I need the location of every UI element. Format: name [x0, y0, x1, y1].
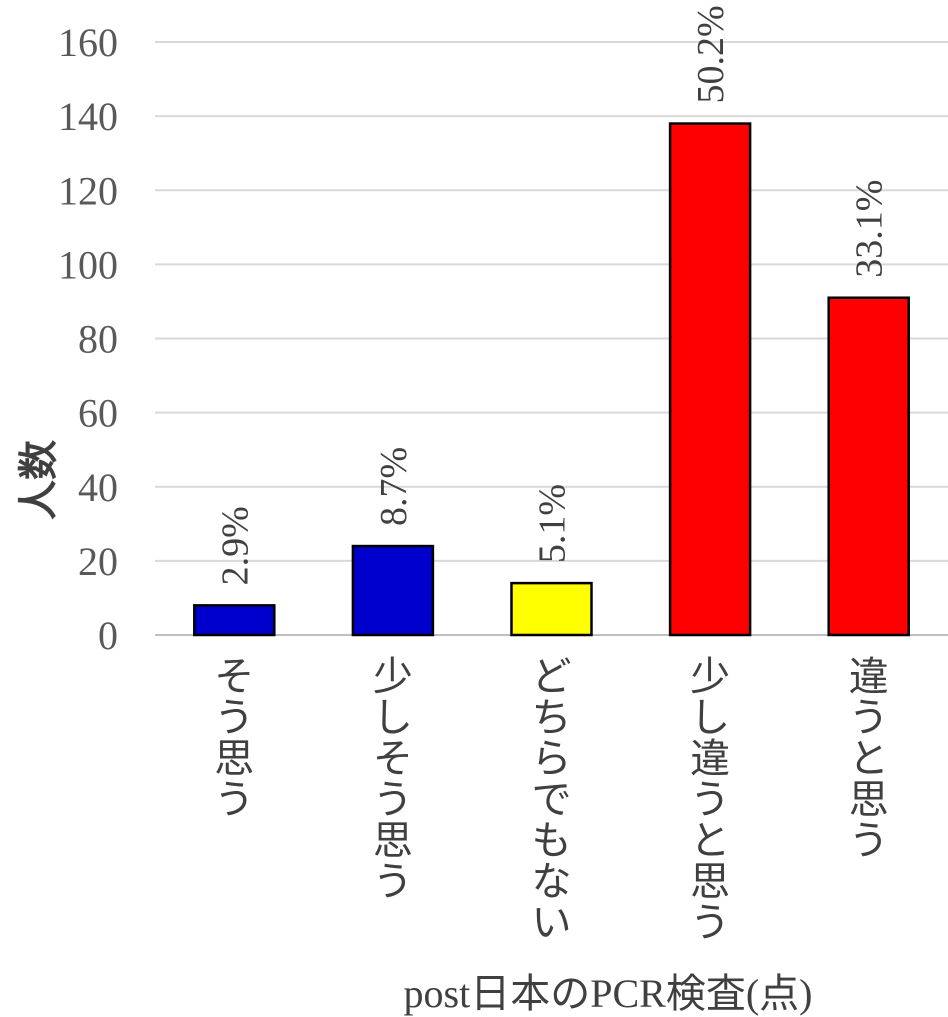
bar — [510, 581, 593, 637]
data-label: 2.9% — [214, 506, 256, 585]
bar — [827, 296, 910, 637]
data-label: 33.1% — [849, 180, 891, 278]
data-label: 8.7% — [373, 447, 415, 526]
y-tick-label: 20 — [78, 539, 118, 584]
y-axis-title: 人数 — [16, 440, 62, 520]
bar — [668, 122, 752, 637]
y-tick-label: 140 — [58, 94, 118, 139]
category-label: どちらでもない — [532, 654, 572, 946]
y-axis-ticks: 0 20 40 60 80 100 120 140 160 — [58, 20, 118, 658]
y-tick-label: 100 — [58, 242, 118, 287]
category-labels: そう思う 少しそう思う どちらでもない 少し違うと思う 違うと思う — [214, 654, 888, 946]
gridlines — [155, 41, 948, 636]
y-tick-label: 40 — [78, 465, 118, 510]
y-tick-label: 160 — [58, 20, 118, 65]
category-label: 少し違うと思う — [690, 654, 730, 946]
data-label: 5.1% — [532, 484, 574, 563]
y-tick-label: 120 — [58, 168, 118, 213]
category-label: そう思う — [214, 654, 254, 823]
data-labels: 2.9% 8.7% 5.1% 50.2% 33.1% — [214, 5, 890, 585]
category-label: 少しそう思う — [373, 654, 413, 905]
bars — [193, 122, 910, 637]
y-tick-label: 0 — [98, 613, 118, 658]
bar — [193, 604, 276, 637]
y-tick-label: 60 — [78, 391, 118, 436]
bar — [351, 544, 435, 637]
y-tick-label: 80 — [78, 317, 118, 362]
x-axis-title: post日本のPCR検査(点) — [404, 971, 813, 1016]
data-label: 50.2% — [690, 5, 732, 103]
category-label: 違うと思う — [849, 654, 889, 864]
